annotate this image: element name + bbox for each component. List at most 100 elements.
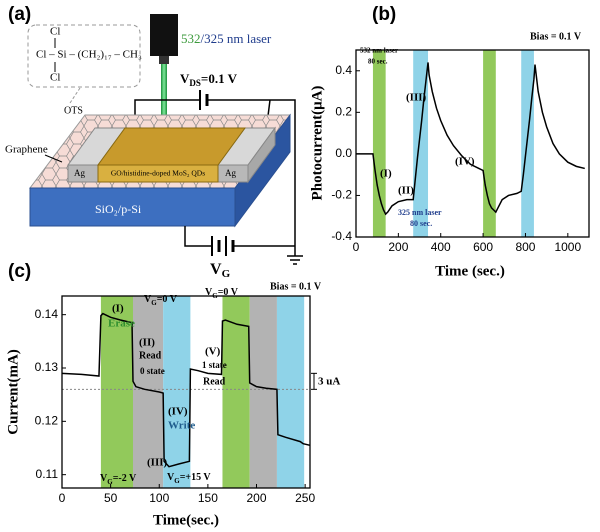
x-tick-label: 150 <box>198 491 218 505</box>
y-axis-label: Current(mA) <box>5 349 21 435</box>
annotation: Read <box>139 350 162 361</box>
y-tick-label: 0.13 <box>35 360 59 374</box>
y-tick-label: 0.11 <box>36 467 59 481</box>
annotation: 0 state <box>140 366 165 376</box>
laser-wavelength: 532 <box>181 31 201 46</box>
graphene-label: Graphene <box>5 144 48 156</box>
laser-label: 532/325 nm laser <box>181 31 272 46</box>
annotation-main: V <box>100 473 108 484</box>
y-tick-label: 0.4 <box>335 63 352 77</box>
annotation: (III) <box>406 92 427 104</box>
annotation: Erase <box>108 318 135 330</box>
vg-sub: G <box>222 268 231 280</box>
plot-frame <box>355 49 590 238</box>
callout <box>69 87 81 104</box>
annotation: (V) <box>205 346 221 358</box>
y-tick-label: -0.4 <box>331 229 352 243</box>
panel-label: (a) <box>8 4 31 25</box>
formula-line: Cl – Si – (CH₂)₁₇ – CH₃ <box>36 49 142 61</box>
annotation-main: V <box>144 294 152 305</box>
laser-beam <box>161 64 167 146</box>
annotation-sub: G <box>107 478 113 486</box>
annotation: 80 sec. <box>410 219 432 228</box>
annotation-rest: =-2 V <box>113 473 137 484</box>
annotation: (I) <box>112 303 124 315</box>
vds-rest: =0.1 V <box>201 71 238 86</box>
y-tick-label: 0.2 <box>335 105 352 119</box>
x-axis-label: Time(sec.) <box>153 512 219 528</box>
x-tick-label: 200 <box>246 491 266 505</box>
channel-front <box>97 164 219 183</box>
vg-main: V <box>210 261 222 278</box>
vds-main: V <box>180 71 190 86</box>
band <box>372 50 386 237</box>
x-tick-label: 250 <box>295 491 315 505</box>
annotation-main: V <box>167 472 175 483</box>
y-axis-label: Photocurrent(μA) <box>309 86 325 201</box>
x-tick-label: 0 <box>353 240 360 254</box>
panel-label: (b) <box>372 4 396 25</box>
band <box>222 296 250 488</box>
annotation: 325 nm laser <box>398 208 442 217</box>
vds-sub: DS <box>189 78 201 88</box>
vds-label: VDS=0.1 V <box>180 71 238 88</box>
y-tick-label: 0.14 <box>35 307 59 321</box>
annotation-sub: G <box>212 292 218 300</box>
data-line <box>61 312 311 468</box>
annotation: Write <box>168 420 195 432</box>
band <box>163 296 191 488</box>
annotation: (IV) <box>455 156 475 168</box>
x-axis-label: Time (sec.) <box>435 263 505 279</box>
callout <box>44 154 63 163</box>
substrate-label: SiO₂/p-Si <box>95 202 142 216</box>
annotation: Bias = 0.1 V <box>270 281 322 292</box>
x-tick-label: 600 <box>473 240 493 254</box>
annotation: 80 sec. <box>368 58 388 66</box>
laser <box>150 14 178 56</box>
chart: (c) 0 50 100 150 200 250 0.11 0.12 0.13 0.14 Time(s… <box>5 261 340 528</box>
x-tick-label: 400 <box>431 240 451 254</box>
x-tick-label: 50 <box>104 491 118 505</box>
band <box>483 50 496 237</box>
y-tick-label: 0.12 <box>35 414 59 428</box>
annotation: (II) <box>139 337 155 349</box>
plot-frame <box>61 295 311 489</box>
annotation-rest: =+15 V <box>180 472 212 483</box>
laser-nozzle <box>159 56 169 64</box>
band <box>276 296 305 488</box>
formula-line: Cl <box>50 26 60 38</box>
vg-label: VG <box>210 261 231 280</box>
x-tick-label: 800 <box>515 240 535 254</box>
annotation-main: V <box>205 287 213 298</box>
formula-line: Cl <box>50 72 60 84</box>
annotation: (III) <box>147 457 168 469</box>
annotation: VG=-2 V <box>100 473 137 485</box>
annotation: Bias = 0.1 V <box>530 31 582 42</box>
annotation: Read <box>203 376 226 387</box>
annotation: (II) <box>398 185 414 197</box>
band <box>100 296 133 488</box>
annotation-sub: G <box>174 477 180 485</box>
x-tick-label: 1000 <box>554 240 581 254</box>
ots-label: OTS <box>64 105 83 116</box>
annotation: VG=+15 V <box>167 472 211 484</box>
annotation: VG=0 V <box>205 287 239 299</box>
annotation: VG=0 V <box>144 294 178 306</box>
ag-label: Ag <box>74 168 85 178</box>
schematic: (a) Cl Cl – Si – (CH₂)₁₇ – CH₃ Cl OTS 53… <box>5 4 303 280</box>
band <box>249 296 277 488</box>
annotation: 1 state <box>202 360 227 370</box>
panel-label: (c) <box>8 261 31 282</box>
annotation: 3 uA <box>318 376 340 388</box>
laser-wavelength: /325 nm laser <box>201 31 272 46</box>
wire <box>184 226 212 247</box>
annotation-rest: =0 V <box>157 294 178 305</box>
x-tick-label: 200 <box>388 240 408 254</box>
data-line <box>356 62 585 216</box>
ag-label: Ag <box>225 168 236 178</box>
x-tick-label: 0 <box>59 491 66 505</box>
y-tick-label: 0.0 <box>335 146 352 160</box>
annotation: 532 nm laser <box>360 47 398 55</box>
